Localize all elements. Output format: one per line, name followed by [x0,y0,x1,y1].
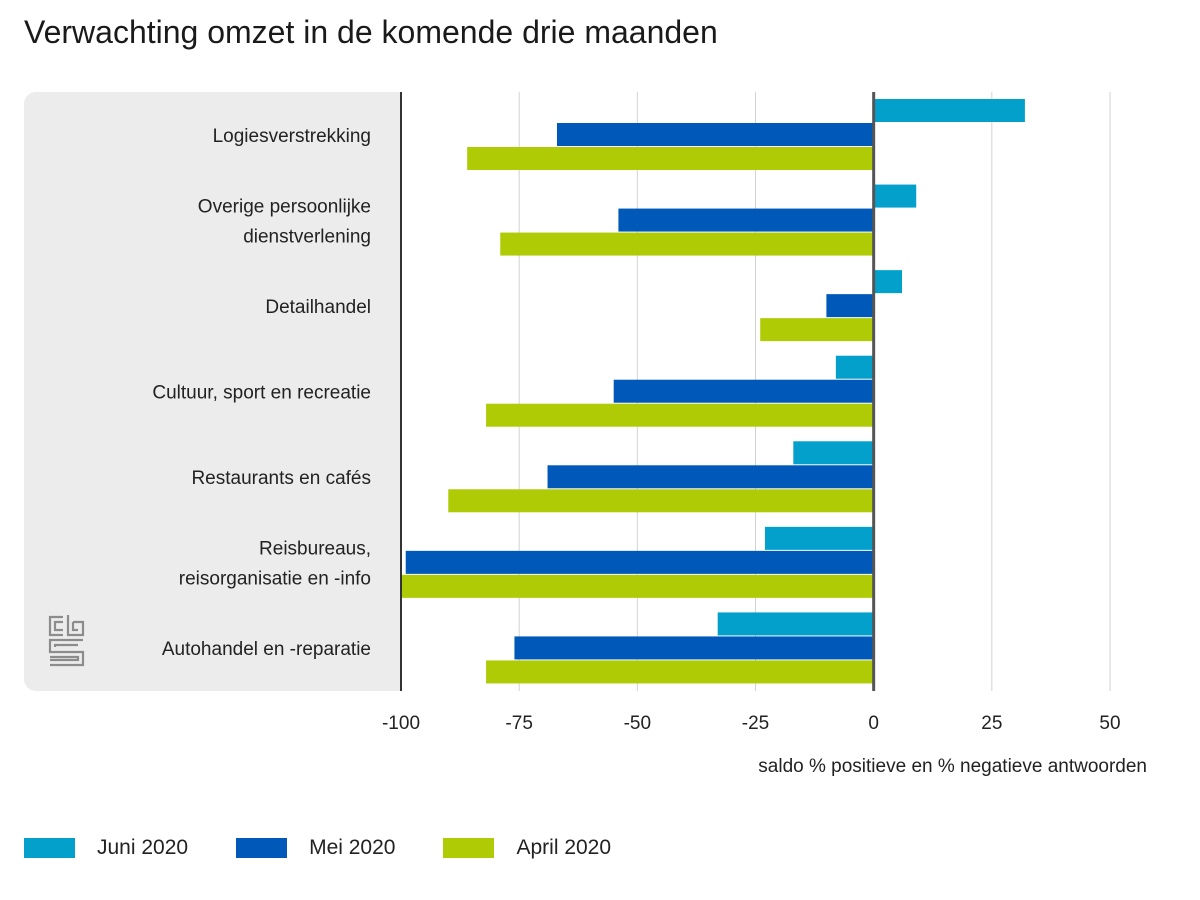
category-label-line: Restaurants en cafés [191,468,371,489]
x-tick-label: -100 [382,713,420,734]
bar [401,574,874,598]
category-label-line: Cultuur, sport en recreatie [152,383,371,404]
category-label: Logiesverstrekking [213,126,371,147]
bar [835,355,874,379]
bar-chart: Logiesverstrekking Overige persoonlijke di… [24,92,1147,777]
category-label: Overige persoonlijke dienstverlening [198,196,371,247]
x-tick-labels: -100 -75 -50 -25 0 25 50 [382,713,1121,734]
x-tick-label: 25 [981,713,1002,734]
bars-layer [401,99,1025,684]
bar [793,441,874,465]
x-tick-label: -50 [624,713,651,734]
category-labels: Logiesverstrekking Overige persoonlijke di… [152,126,371,660]
legend-swatch [236,838,288,858]
bar [514,636,874,660]
legend-swatch [24,838,75,858]
bar [556,123,874,146]
label-panel [24,92,401,691]
category-label-line: Overige persoonlijke [198,196,371,217]
x-tick-label: -25 [742,713,769,734]
legend-label: Mei 2020 [309,836,396,859]
bar [618,208,874,232]
legend: Juni 2020 Mei 2020 April 2020 [24,836,659,860]
label-panel-right-fill [380,92,401,691]
bar [613,379,874,403]
bar [764,526,874,550]
bar [547,465,874,489]
bar [760,318,874,342]
x-tick-label: 50 [1099,713,1120,734]
cbs-logo-icon [48,615,85,667]
category-label: Cultuur, sport en recreatie [152,383,371,404]
bar [448,489,874,513]
category-label-line: Detailhandel [265,297,371,318]
chart-title: Verwachting omzet in de komende drie maa… [24,14,718,50]
category-label-line: Logiesverstrekking [213,126,371,147]
x-tick-label: -75 [505,713,532,734]
bar [717,612,874,636]
x-tick-label: 0 [868,713,879,734]
bar [873,184,917,208]
category-label: Detailhandel [265,297,371,318]
legend-item-april-2020: April 2020 [443,836,611,860]
category-label: Reisbureaus, reisorganisatie en -info [179,539,371,590]
bar [486,403,874,427]
bar [467,147,874,170]
legend-label: Juni 2020 [97,836,189,859]
legend-label: April 2020 [516,836,612,859]
category-label: Autohandel en -reparatie [162,639,371,660]
category-label-line: Reisbureaus, [259,539,371,560]
bar [873,99,1025,122]
category-label-line: Autohandel en -reparatie [162,639,371,660]
category-label-line: dienstverlening [243,226,371,247]
bar [486,660,874,684]
bar [405,550,874,574]
axis-layer [400,92,876,691]
legend-item-mei-2020: Mei 2020 [236,836,395,860]
bar [500,232,874,256]
bar [826,294,874,318]
legend-swatch [443,838,495,858]
category-label: Restaurants en cafés [191,468,371,489]
category-label-line: reisorganisatie en -info [179,569,371,590]
x-axis-label: saldo % positieve en % negatieve antwoor… [758,756,1147,777]
legend-item-juni-2020: Juni 2020 [24,836,188,860]
bar [873,270,903,294]
